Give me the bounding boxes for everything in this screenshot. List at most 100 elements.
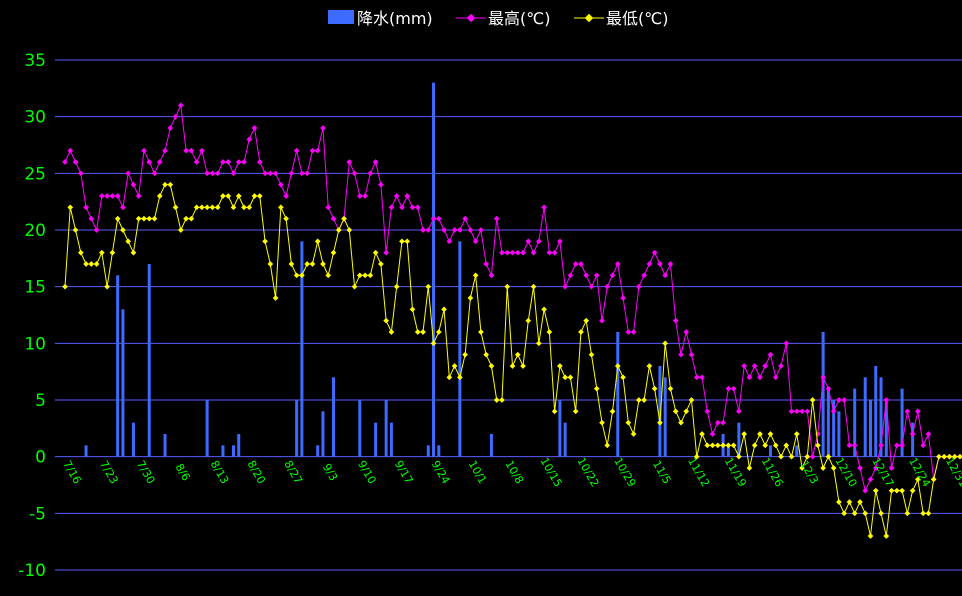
low-temp-point <box>362 272 368 279</box>
high-temp-point <box>672 317 679 324</box>
low-temp-point <box>225 193 232 199</box>
low-temp-point <box>241 204 247 211</box>
low-temp-point <box>946 453 953 460</box>
precip-bar <box>131 422 135 457</box>
low-temp-point <box>125 238 132 245</box>
low-temp-point <box>462 351 468 358</box>
low-temp-point <box>304 261 311 267</box>
low-temp-point <box>420 329 426 335</box>
low-temp-line <box>64 184 960 537</box>
high-temp-point <box>162 147 168 154</box>
high-temp-point <box>741 363 747 369</box>
low-temp-point <box>620 374 626 381</box>
high-temp-point <box>925 431 932 437</box>
high-temp-point <box>141 147 147 154</box>
high-temp-point <box>772 374 779 381</box>
low-temp-point <box>830 465 837 471</box>
x-tick-label: 7/30 <box>134 458 158 486</box>
low-temp-point <box>193 204 200 211</box>
high-temp-point <box>435 215 442 222</box>
low-temp-point <box>309 261 316 267</box>
x-tick-label: 10/8 <box>502 458 526 486</box>
precip-bar <box>563 422 567 457</box>
low-temp-point <box>525 317 532 324</box>
precip-bar <box>231 445 235 457</box>
low-temp-point <box>251 193 258 199</box>
low-temp-point <box>441 306 447 313</box>
low-temp-point <box>699 431 705 437</box>
x-tick-label: 11/12 <box>685 455 712 489</box>
low-temp-point <box>825 453 832 460</box>
high-temp-point <box>267 170 274 177</box>
high-temp-point <box>525 238 532 245</box>
high-temp-point <box>588 283 595 290</box>
low-temp-point <box>941 453 948 460</box>
high-temp-point <box>272 170 279 177</box>
high-temp-point <box>651 249 658 256</box>
high-temp-point <box>256 159 263 165</box>
low-temp-point <box>177 227 184 233</box>
high-temp-point <box>599 317 605 324</box>
high-temp-point <box>667 261 674 267</box>
low-temp-point <box>83 261 89 267</box>
low-temp-point <box>636 397 642 403</box>
low-temp-point <box>551 408 558 415</box>
high-temp-point <box>830 408 837 415</box>
y-axis-ticks: 35 30 25 20 15 10 5 0 -5 -10 <box>18 51 46 581</box>
high-temp-point <box>514 249 521 256</box>
low-temp-point <box>767 431 774 437</box>
low-temp-point <box>541 306 547 313</box>
high-temp-point <box>204 170 210 177</box>
high-temp-point <box>767 351 774 358</box>
low-temp-point <box>367 272 374 279</box>
high-temp-point <box>578 261 584 267</box>
high-temp-point <box>441 227 447 233</box>
low-temp-point <box>641 397 647 403</box>
low-temp-point <box>667 385 674 392</box>
low-temp-point <box>651 385 658 392</box>
precip-bar <box>726 445 730 457</box>
low-temp-point <box>657 419 663 426</box>
low-temp-point <box>757 431 763 437</box>
low-temp-point <box>425 283 432 290</box>
high-temp-point <box>404 193 411 199</box>
low-temp-point <box>314 238 321 245</box>
low-temp-point <box>720 442 726 449</box>
low-temp-point <box>957 453 962 460</box>
precipitation-bars <box>84 82 915 457</box>
precip-bar <box>658 366 662 457</box>
high-temp-point <box>546 249 553 256</box>
low-temp-point <box>188 215 195 222</box>
high-temp-point <box>872 465 879 471</box>
high-temp-point <box>614 261 621 267</box>
low-temp-point <box>135 215 142 222</box>
high-temp-point <box>393 193 400 199</box>
low-temp-point <box>793 431 800 437</box>
low-temp-point <box>77 249 84 256</box>
low-temp-point <box>904 510 911 517</box>
high-temp-point <box>530 249 537 256</box>
high-temp-point <box>225 159 232 165</box>
low-temp-point <box>199 204 205 211</box>
y-tick-label: 30 <box>24 108 46 128</box>
high-temp-point <box>83 204 89 211</box>
x-tick-label: 12/31 <box>943 455 962 489</box>
high-temp-point <box>67 147 74 154</box>
low-temp-point <box>483 351 490 358</box>
low-temp-point <box>399 238 405 245</box>
high-temp-point <box>167 125 174 131</box>
low-temp-point <box>67 204 74 211</box>
low-temp-point <box>262 238 268 245</box>
high-temp-point <box>662 272 669 279</box>
high-temp-point <box>883 397 890 403</box>
legend: 降水(mm) 最高(℃) 最低(℃) <box>328 9 668 28</box>
precip-bar <box>837 411 841 457</box>
high-temp-point <box>130 181 137 188</box>
legend-precip-label: 降水(mm) <box>357 9 433 28</box>
low-temp-point <box>604 442 611 449</box>
low-temp-point <box>430 340 437 347</box>
high-temp-point <box>151 170 158 177</box>
high-temp-point <box>567 272 574 279</box>
low-temp-point <box>99 249 105 256</box>
high-temp-point <box>451 227 458 233</box>
